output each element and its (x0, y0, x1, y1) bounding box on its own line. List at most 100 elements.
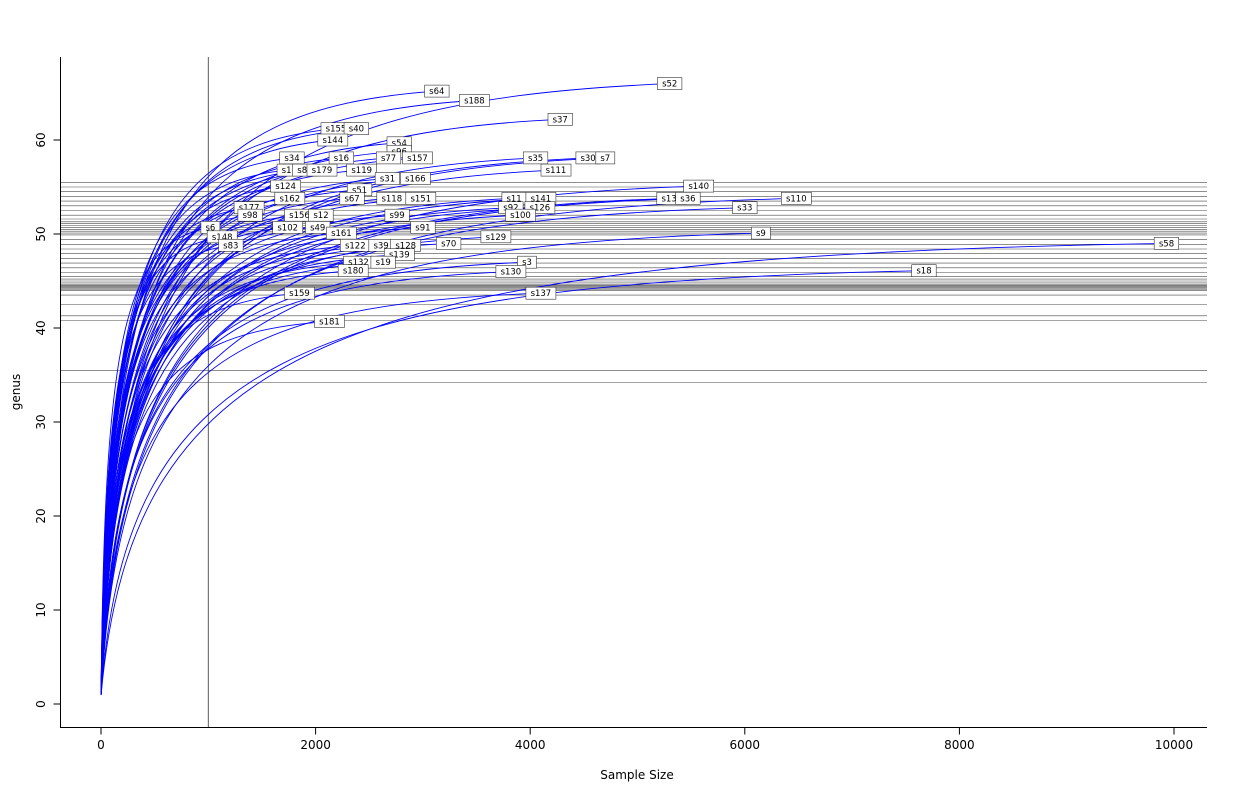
curve-label-text: s144 (322, 136, 343, 146)
curve-label-text: s36 (680, 194, 695, 204)
curve-label-text: s148 (212, 233, 233, 243)
curve-label-box (780, 192, 812, 205)
curve-label-text: s12 (313, 211, 328, 221)
x-tick-label: 2000 (300, 738, 331, 752)
axes: 0 2000 4000 6000 8000 10000 0 10 20 30 40 50 60 (34, 57, 1207, 752)
rarefaction-curve (100, 270, 925, 695)
curve-label-text: s99 (389, 211, 404, 221)
rarefaction-curve (100, 320, 330, 695)
rarefaction-curve (100, 232, 761, 695)
y-tick-label: 10 (34, 602, 48, 617)
curve-label-text: s188 (464, 97, 485, 107)
curve-label: s7 (595, 151, 616, 165)
curve-label-text: s156 (289, 211, 310, 221)
curve-label-text: s129 (486, 233, 507, 243)
curve-label-text: s16 (334, 154, 349, 164)
curve-label: s34 (279, 151, 305, 165)
curve-label-box (317, 133, 349, 147)
curve-label: s130 (495, 265, 527, 278)
curve-label: s157 (402, 151, 433, 165)
curve-label-box (402, 151, 433, 165)
curve-label: s3 (517, 255, 537, 269)
curve-label: s64 (424, 84, 450, 98)
curve-label-box (339, 192, 365, 205)
curve-label: s179 (306, 163, 338, 177)
curve-label-box (424, 84, 450, 98)
curve-label-text: s52 (662, 80, 677, 90)
curve-label-box (517, 255, 537, 269)
curve-label-text: s141 (531, 194, 552, 204)
curve-label: s31 (374, 172, 401, 185)
curve-label-text: s77 (381, 154, 396, 164)
curve-label: s181 (314, 315, 345, 328)
curve-label: s119 (346, 163, 378, 177)
curve-label-text: s70 (441, 239, 456, 249)
curve-label-text: s40 (349, 125, 364, 135)
rarefaction-curve (100, 232, 342, 695)
curve-label-box (374, 172, 401, 185)
curve-label-box (505, 208, 536, 222)
curve-label-box (436, 237, 462, 250)
curve-label-box (346, 163, 378, 177)
curve-label-text: s151 (410, 194, 431, 204)
x-tick-label: 4000 (515, 738, 546, 752)
curve-label-text: s111 (546, 166, 567, 176)
rarefaction-curve (100, 292, 300, 695)
x-tick-label: 6000 (730, 738, 761, 752)
curve-label-text: s177 (239, 204, 260, 214)
x-tick-label: 8000 (944, 738, 975, 752)
curve-label-text: s137 (531, 289, 552, 299)
curve-label-text: s34 (284, 154, 299, 164)
curve-label: s58 (1153, 237, 1179, 250)
curve-label-text: s118 (381, 194, 402, 204)
curve-label-text: s83 (223, 241, 238, 251)
curve-label-text: s128 (395, 241, 416, 251)
rarefaction-curve (100, 244, 382, 695)
curve-label-box (405, 192, 437, 205)
curve-label-text: s51 (352, 186, 367, 196)
curve-label: s77 (375, 151, 402, 165)
rarefaction-curve (100, 83, 670, 695)
curve-label: s99 (384, 208, 410, 222)
curve-label-box (911, 264, 937, 278)
curve-label: s188 (459, 94, 490, 107)
curve-label: s16 (328, 151, 354, 165)
rarefaction-curve (100, 207, 745, 695)
rarefaction-curve (100, 226, 318, 695)
x-axis-title: Sample Size (600, 768, 673, 782)
curve-label-box (400, 172, 431, 185)
curve-label: s91 (410, 221, 436, 234)
curve-label-text: s58 (1159, 239, 1174, 249)
curve-label-box (751, 226, 771, 240)
curve-label-text: s30 (580, 154, 595, 164)
curve-label-text: s92 (503, 204, 518, 214)
curve-label: s40 (343, 122, 369, 135)
curve-label-box (410, 221, 436, 234)
curve-label-box (540, 163, 572, 177)
curve-label-text: s100 (510, 211, 531, 221)
curve-label-text: s49 (310, 223, 325, 233)
curve-label: s67 (339, 192, 365, 205)
rarefaction-curve (100, 242, 449, 695)
curve-label: s162 (274, 192, 306, 205)
curve-label-text: s180 (343, 267, 364, 277)
curve-label-text: s9 (756, 229, 766, 239)
rarefaction-curve (100, 226, 423, 695)
curve-label-box (284, 286, 315, 300)
curve-label: s124 (270, 179, 301, 193)
curve-end-labels: s52s64s188s37s155s40s144s54s96s34s16s77s… (200, 77, 1179, 328)
curve-label-box (337, 264, 369, 278)
curve-label-text: s33 (737, 204, 752, 214)
curve-label-text: s124 (275, 182, 296, 192)
curve-label-box (375, 151, 402, 165)
curve-label-text: s39 (373, 241, 388, 251)
curve-label: s100 (505, 208, 536, 222)
rarefaction-curve (100, 197, 797, 695)
y-tick-label: 60 (34, 132, 48, 147)
curve-label-text: s161 (331, 229, 352, 239)
curve-label-text: s162 (279, 194, 300, 204)
curve-label-text: s91 (415, 223, 430, 233)
curve-label-box (1153, 237, 1179, 250)
